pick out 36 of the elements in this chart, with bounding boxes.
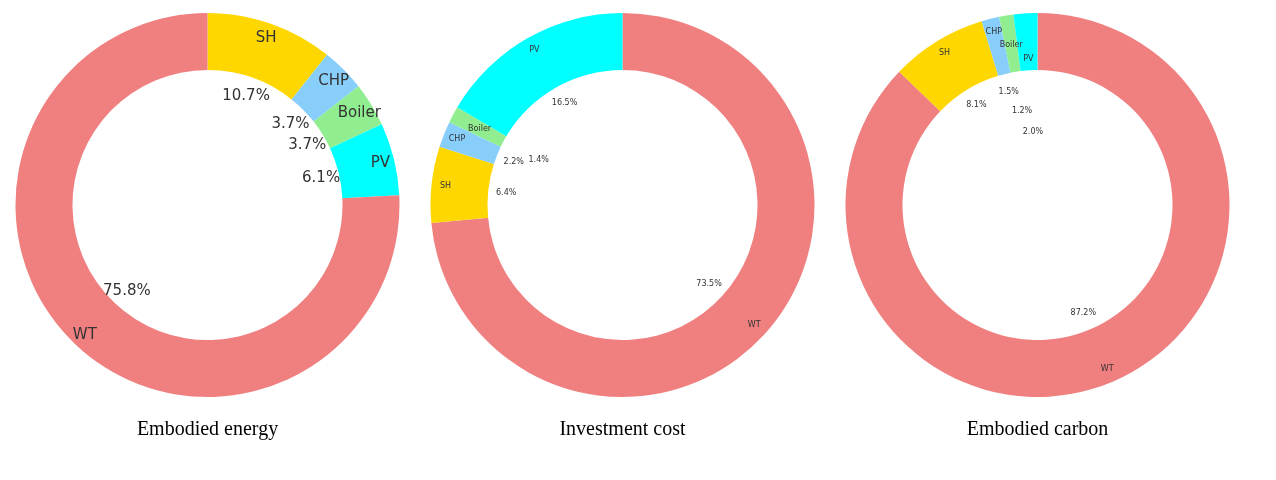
- donut-slice: [439, 122, 501, 165]
- text: Embodied carbon: [966, 417, 1109, 439]
- donut-slice: [845, 13, 1230, 397]
- slice-label: WT: [72, 324, 98, 343]
- data-label: 1.4%: [528, 155, 550, 165]
- text: Embodied energy: [136, 417, 279, 440]
- slice-label: PV: [529, 45, 540, 55]
- data-label: 10.7%: [222, 85, 270, 104]
- slice-label: CHP: [985, 27, 1003, 37]
- data-label: 87.2%: [1070, 307, 1097, 317]
- data-label: 8.1%: [966, 100, 987, 110]
- slice-label: SH: [255, 27, 277, 46]
- slice-label: WT: [1100, 363, 1114, 373]
- donut-slice: [15, 13, 400, 397]
- data-label: 16.5%: [551, 98, 578, 108]
- slice-label: CHP: [318, 70, 350, 89]
- data-label: 1.5%: [998, 86, 1020, 96]
- slice-label: SH: [439, 181, 452, 191]
- data-label: 73.5%: [696, 278, 723, 288]
- data-label: 1.2%: [1011, 106, 1033, 116]
- data-label: 2.0%: [1022, 127, 1044, 137]
- data-label: 75.8%: [103, 280, 151, 299]
- data-label: 6.1%: [302, 167, 341, 186]
- data-label: 3.7%: [271, 113, 310, 132]
- slice-label: Boiler: [468, 123, 492, 133]
- slice-label: WT: [747, 319, 761, 329]
- donut-slice: [430, 146, 494, 224]
- data-label: 3.7%: [288, 134, 327, 153]
- data-label: 6.4%: [496, 187, 517, 197]
- donut-slice: [431, 13, 815, 397]
- data-label: 2.2%: [503, 156, 525, 166]
- slice-label: PV: [370, 153, 391, 172]
- slice-label: SH: [938, 48, 951, 58]
- text: Investment cost: [559, 417, 686, 439]
- slice-label: PV: [1023, 54, 1035, 64]
- slice-label: CHP: [448, 134, 466, 144]
